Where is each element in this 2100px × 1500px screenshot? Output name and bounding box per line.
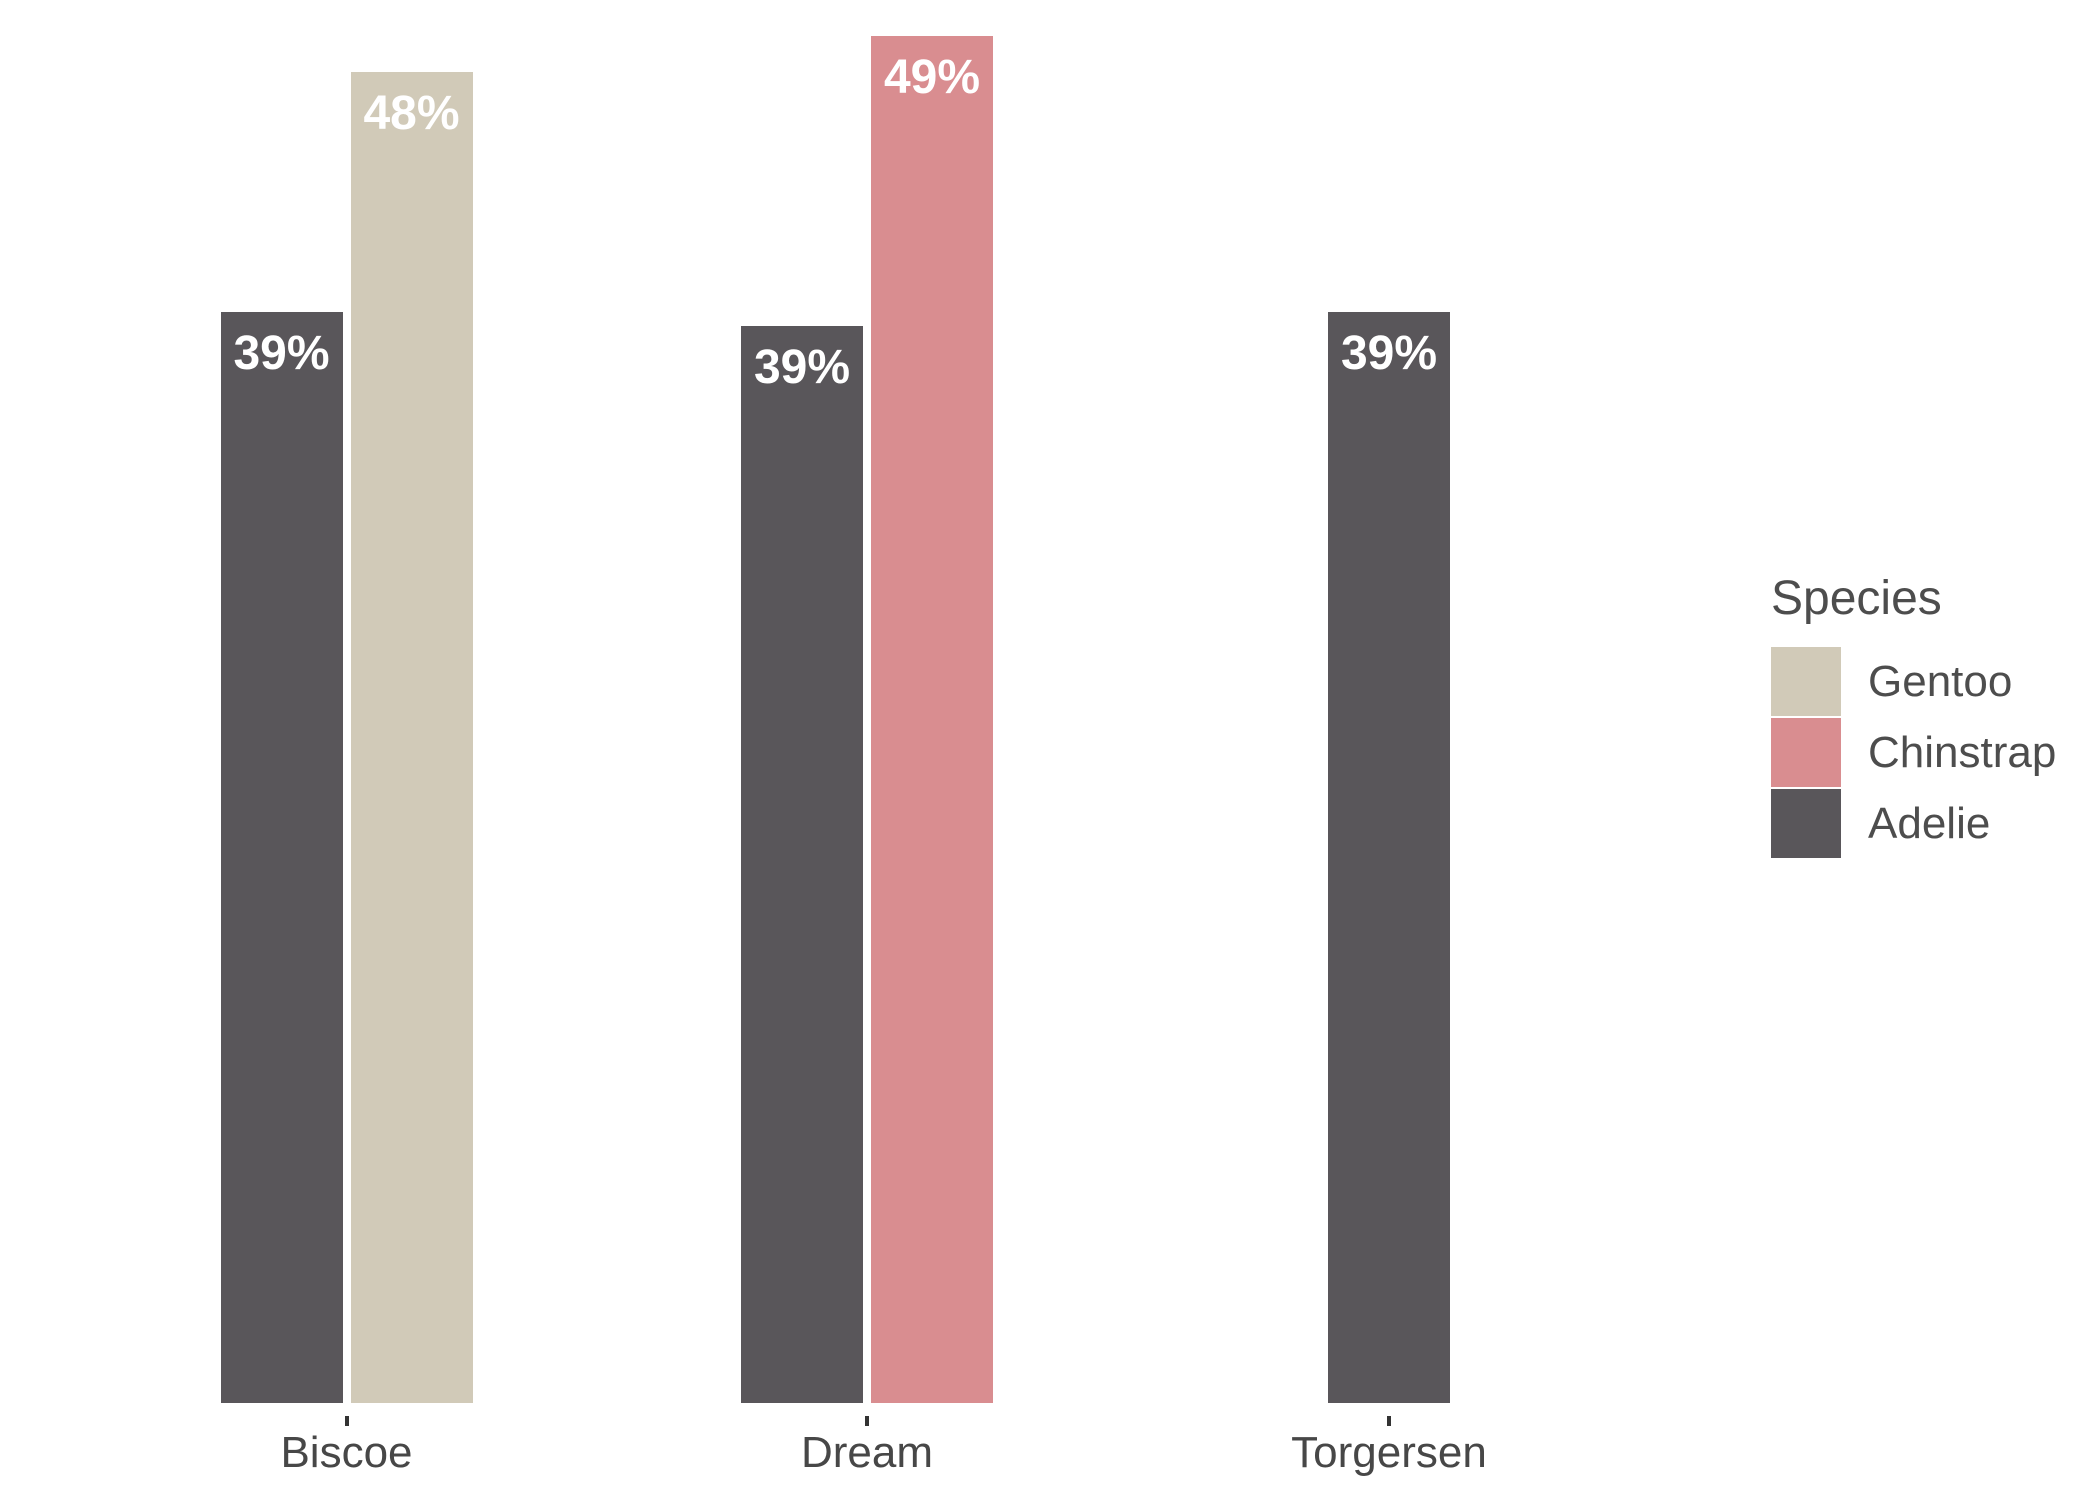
x-axis-label-torgersen: Torgersen [1291,1428,1487,1477]
bar-value-label: 39% [753,341,851,394]
legend: Species Gentoo Chinstrap Adelie [1771,572,2056,860]
x-axis-label-biscoe: Biscoe [280,1428,413,1477]
legend-label: Gentoo [1868,656,2013,706]
legend-item-adelie: Adelie [1771,789,2056,858]
bar-biscoe-adelie: 39% [220,312,343,1403]
x-axis-tick-torgersen [1387,1416,1391,1426]
legend-item-gentoo: Gentoo [1771,647,2056,716]
bar-biscoe-gentoo: 48% [350,72,473,1403]
legend-title: Species [1771,572,1942,625]
bar-value-label: 39% [233,327,330,380]
legend-item-chinstrap: Chinstrap [1771,718,2056,787]
x-axis-tick-dream [865,1416,869,1426]
legend-swatch-gentoo [1771,647,1841,716]
x-axis-tick-biscoe [344,1416,349,1426]
bar-dream-chinstrap: 49% [871,36,993,1403]
bar-dream-adelie: 39% [741,326,863,1403]
x-axis-label-dream: Dream [800,1428,934,1477]
legend-label: Adelie [1868,798,1991,848]
bar-value-label: 48% [363,87,460,140]
bar-value-label: 49% [883,51,981,104]
legend-swatch-chinstrap [1771,718,1841,787]
bar-torgersen-adelie: 39% [1328,312,1450,1403]
legend-swatch-adelie [1771,789,1841,858]
legend-label: Chinstrap [1868,727,2057,777]
bar-value-label: 39% [1340,327,1438,380]
legend-items: Gentoo Chinstrap Adelie [1771,647,2056,858]
